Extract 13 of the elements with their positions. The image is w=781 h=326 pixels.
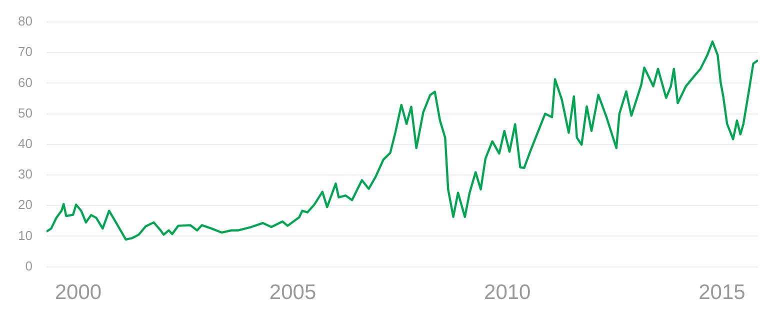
x-tick-label: 2005 bbox=[269, 281, 316, 304]
y-tick-label: 30 bbox=[18, 166, 32, 182]
y-tick-label: 10 bbox=[18, 228, 32, 243]
x-tick-label: 2000 bbox=[54, 281, 102, 304]
y-tick-label: 70 bbox=[18, 44, 32, 60]
y-tick-label: 50 bbox=[18, 105, 32, 120]
x-tick-label: 2015 bbox=[698, 281, 746, 304]
y-tick-label: 20 bbox=[18, 197, 32, 212]
y-tick-label: 0 bbox=[25, 258, 32, 274]
y-tick-label: 60 bbox=[18, 74, 32, 90]
y-tick-label: 80 bbox=[18, 14, 32, 29]
y-tick-label: 40 bbox=[18, 136, 32, 151]
x-tick-label: 2010 bbox=[484, 281, 531, 304]
